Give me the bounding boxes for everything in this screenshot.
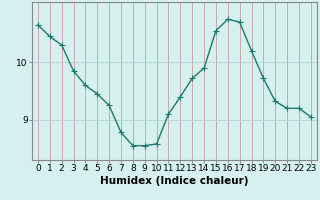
- X-axis label: Humidex (Indice chaleur): Humidex (Indice chaleur): [100, 176, 249, 186]
